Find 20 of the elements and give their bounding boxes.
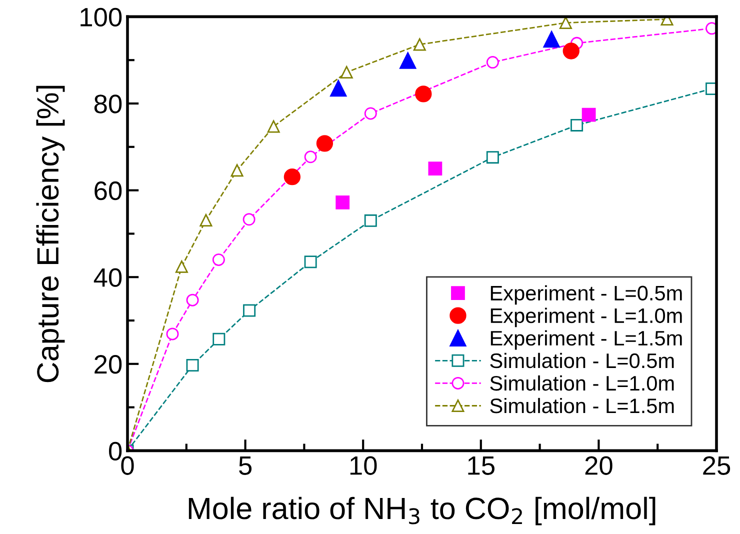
x-tick-label: 25 <box>703 456 730 475</box>
x-tick-label: 20 <box>585 456 612 475</box>
x-tick-label: 15 <box>468 456 494 475</box>
y-tick-label: 80 <box>94 94 122 114</box>
y-tick-label: 60 <box>94 181 122 200</box>
legend-label: Simulation - L=0.5m <box>490 352 674 368</box>
y-axis-title: Capture Efficiency [%] <box>36 86 65 382</box>
y-tick-label: 20 <box>94 355 122 374</box>
legend-label: Experiment - L=0.5m <box>490 285 682 305</box>
x-tick-label: 10 <box>350 456 377 475</box>
legend-label: Simulation - L=1.0m <box>490 375 674 391</box>
legend-label: Experiment - L=1.0m <box>490 308 682 328</box>
y-tick-label: 40 <box>94 268 122 287</box>
x-tick-label: 0 <box>121 456 134 475</box>
y-tick-label: 0 <box>108 442 122 461</box>
y-tick-label: 100 <box>80 8 122 27</box>
legend-label: Simulation - L=1.5m <box>490 398 674 414</box>
x-tick-label: 5 <box>239 456 252 475</box>
legend-label: Experiment - L=1.5m <box>490 330 682 350</box>
x-axis-title: Mole ratio of NH$_{3}$ to CO$_{2}$ [mol/mol] <box>188 496 656 526</box>
